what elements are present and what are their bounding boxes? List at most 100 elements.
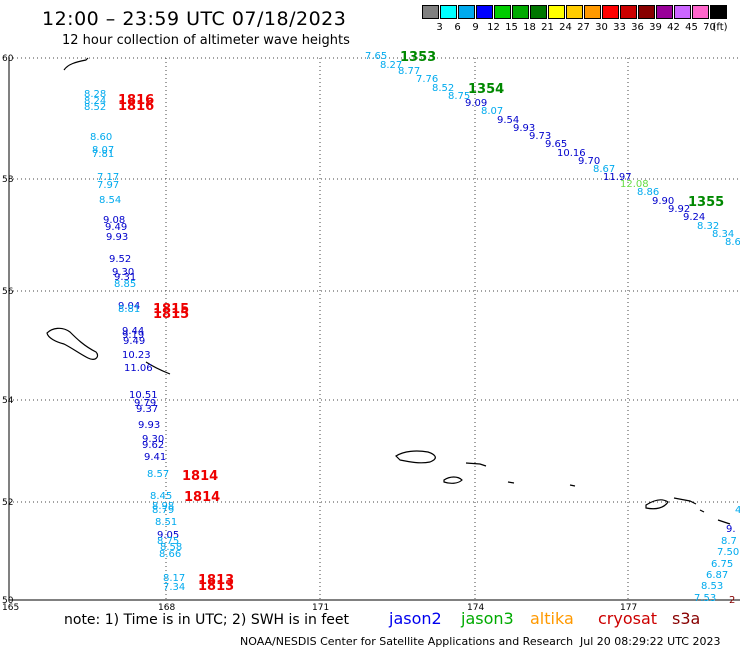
wave-height-label: 4 xyxy=(735,505,740,516)
track-id-label: 1815 xyxy=(153,302,189,317)
wave-height-label: 7.50 xyxy=(717,547,739,558)
scale-label: 30 xyxy=(595,22,608,33)
scale-label: 45 xyxy=(685,22,698,33)
track-id-label: 1815 xyxy=(153,307,189,322)
track-id-label: 1355 xyxy=(688,195,724,210)
wave-height-label: 8.75 xyxy=(448,91,470,102)
wave-height-label: 9. xyxy=(726,524,736,535)
wave-height-label: 6.75 xyxy=(711,559,733,570)
scale-label: 3 xyxy=(436,22,443,33)
wave-height-label: 8.57 xyxy=(147,469,169,480)
scale-label: 15 xyxy=(505,22,518,33)
map-subtitle: 12 hour collection of altimeter wave hei… xyxy=(62,33,350,48)
scale-swatch xyxy=(602,5,619,19)
scale-swatch xyxy=(692,5,709,19)
wave-height-label: 8.52 xyxy=(432,83,454,94)
wave-height-label: 9.05 xyxy=(157,530,179,541)
scale-swatch xyxy=(548,5,565,19)
scale-label: 42 xyxy=(667,22,680,33)
wave-height-label: 9.44 xyxy=(122,326,144,337)
coastline xyxy=(699,509,705,513)
wave-height-label: 8.54 xyxy=(99,195,121,206)
satellite-legend-altika: altika xyxy=(530,609,574,628)
scale-swatch xyxy=(422,5,439,19)
wave-height-label: 7.17 xyxy=(97,172,119,183)
wave-height-label: 6.87 xyxy=(706,570,728,581)
track-id-label: 1814 xyxy=(182,469,218,484)
wave-height-label: 7.53 xyxy=(694,593,716,604)
wave-height-label: 8.34 xyxy=(712,229,734,240)
coastline xyxy=(46,327,99,360)
scale-label: 36 xyxy=(631,22,644,33)
scale-swatch xyxy=(458,5,475,19)
wave-height-label: 9.09 xyxy=(465,98,487,109)
coastline xyxy=(395,450,436,464)
longitude-label: 174 xyxy=(467,603,484,613)
scale-label: 21 xyxy=(541,22,554,33)
wave-height-label: 9.90 xyxy=(652,196,674,207)
wave-height-label: 12.08 xyxy=(620,179,649,190)
wave-height-label: 11.97 xyxy=(603,172,632,183)
longitude-label: 165 xyxy=(2,603,19,613)
wave-height-label: 2 xyxy=(729,595,735,606)
wave-height-label: 8.07 xyxy=(481,106,503,117)
scale-swatch xyxy=(566,5,583,19)
wave-height-label: 9.31 xyxy=(114,272,136,283)
wave-height-label: 10.23 xyxy=(122,350,151,361)
satellite-legend-jason3: jason3 xyxy=(461,609,514,628)
wave-height-label: 8.86 xyxy=(637,187,659,198)
wave-height-label: 8.81 xyxy=(118,304,140,315)
coastline xyxy=(569,484,576,487)
coastline xyxy=(717,519,731,525)
wave-height-label: 8.52 xyxy=(84,102,106,113)
wave-height-label: 8.27 xyxy=(380,60,402,71)
wave-height-label: 8.77 xyxy=(398,66,420,77)
wave-height-label: 9.79 xyxy=(134,398,156,409)
track-id-label: 1354 xyxy=(468,82,504,97)
wave-height-label: 9.04 xyxy=(118,301,140,312)
longitude-label: 171 xyxy=(312,603,329,613)
map-title: 12:00 – 23:59 UTC 07/18/2023 xyxy=(42,8,347,30)
footer-note: note: 1) Time is in UTC; 2) SWH is in fe… xyxy=(64,612,350,628)
wave-height-label: 8.67 xyxy=(593,164,615,175)
wave-height-label: 9.49 xyxy=(123,336,145,347)
scale-label: 6 xyxy=(454,22,461,33)
coastline xyxy=(465,462,487,467)
wave-height-label: 9.24 xyxy=(683,212,705,223)
latitude-label: 52 xyxy=(2,498,13,508)
wave-height-label: 7.97 xyxy=(97,180,119,191)
wave-height-label: 9.73 xyxy=(529,131,551,142)
wave-height-label: 10.16 xyxy=(557,148,586,159)
coastline xyxy=(145,361,171,375)
wave-height-label: 7.76 xyxy=(416,74,438,85)
scale-swatch xyxy=(512,5,529,19)
wave-height-label: 8.58 xyxy=(160,542,182,553)
wave-height-label: 8.51 xyxy=(155,517,177,528)
wave-height-label: 9.49 xyxy=(105,222,127,233)
scale-swatch xyxy=(476,5,493,19)
wave-height-label: 8.75 xyxy=(157,536,179,547)
wave-height-label: 9.93 xyxy=(138,420,160,431)
wave-height-label: 9.41 xyxy=(144,452,166,463)
wave-height-label: 10.51 xyxy=(129,390,158,401)
latitude-label: 58 xyxy=(2,175,14,185)
scale-label: 27 xyxy=(577,22,590,33)
wave-height-label: 8.98 xyxy=(152,501,174,512)
wave-height-label: 8.32 xyxy=(697,221,719,232)
track-id-label: 1814 xyxy=(184,490,220,505)
scale-swatch xyxy=(530,5,547,19)
coastline xyxy=(443,476,463,484)
wave-height-label: 7.34 xyxy=(163,582,185,593)
scale-swatch xyxy=(620,5,637,19)
wave-height-label: 7.81 xyxy=(92,149,114,160)
scale-swatch xyxy=(674,5,691,19)
wave-height-label: 7.65 xyxy=(365,51,387,62)
wave-height-label: 8.07 xyxy=(92,145,114,156)
wave-height-label: 9.37 xyxy=(136,404,158,415)
generated-timestamp: Jul 20 08:29:22 UTC 2023 xyxy=(580,635,721,648)
longitude-label: 177 xyxy=(620,603,637,613)
scale-label: 18 xyxy=(523,22,536,33)
wave-height-label: 9.62 xyxy=(142,440,164,451)
wave-height-label: 9.92 xyxy=(668,204,690,215)
